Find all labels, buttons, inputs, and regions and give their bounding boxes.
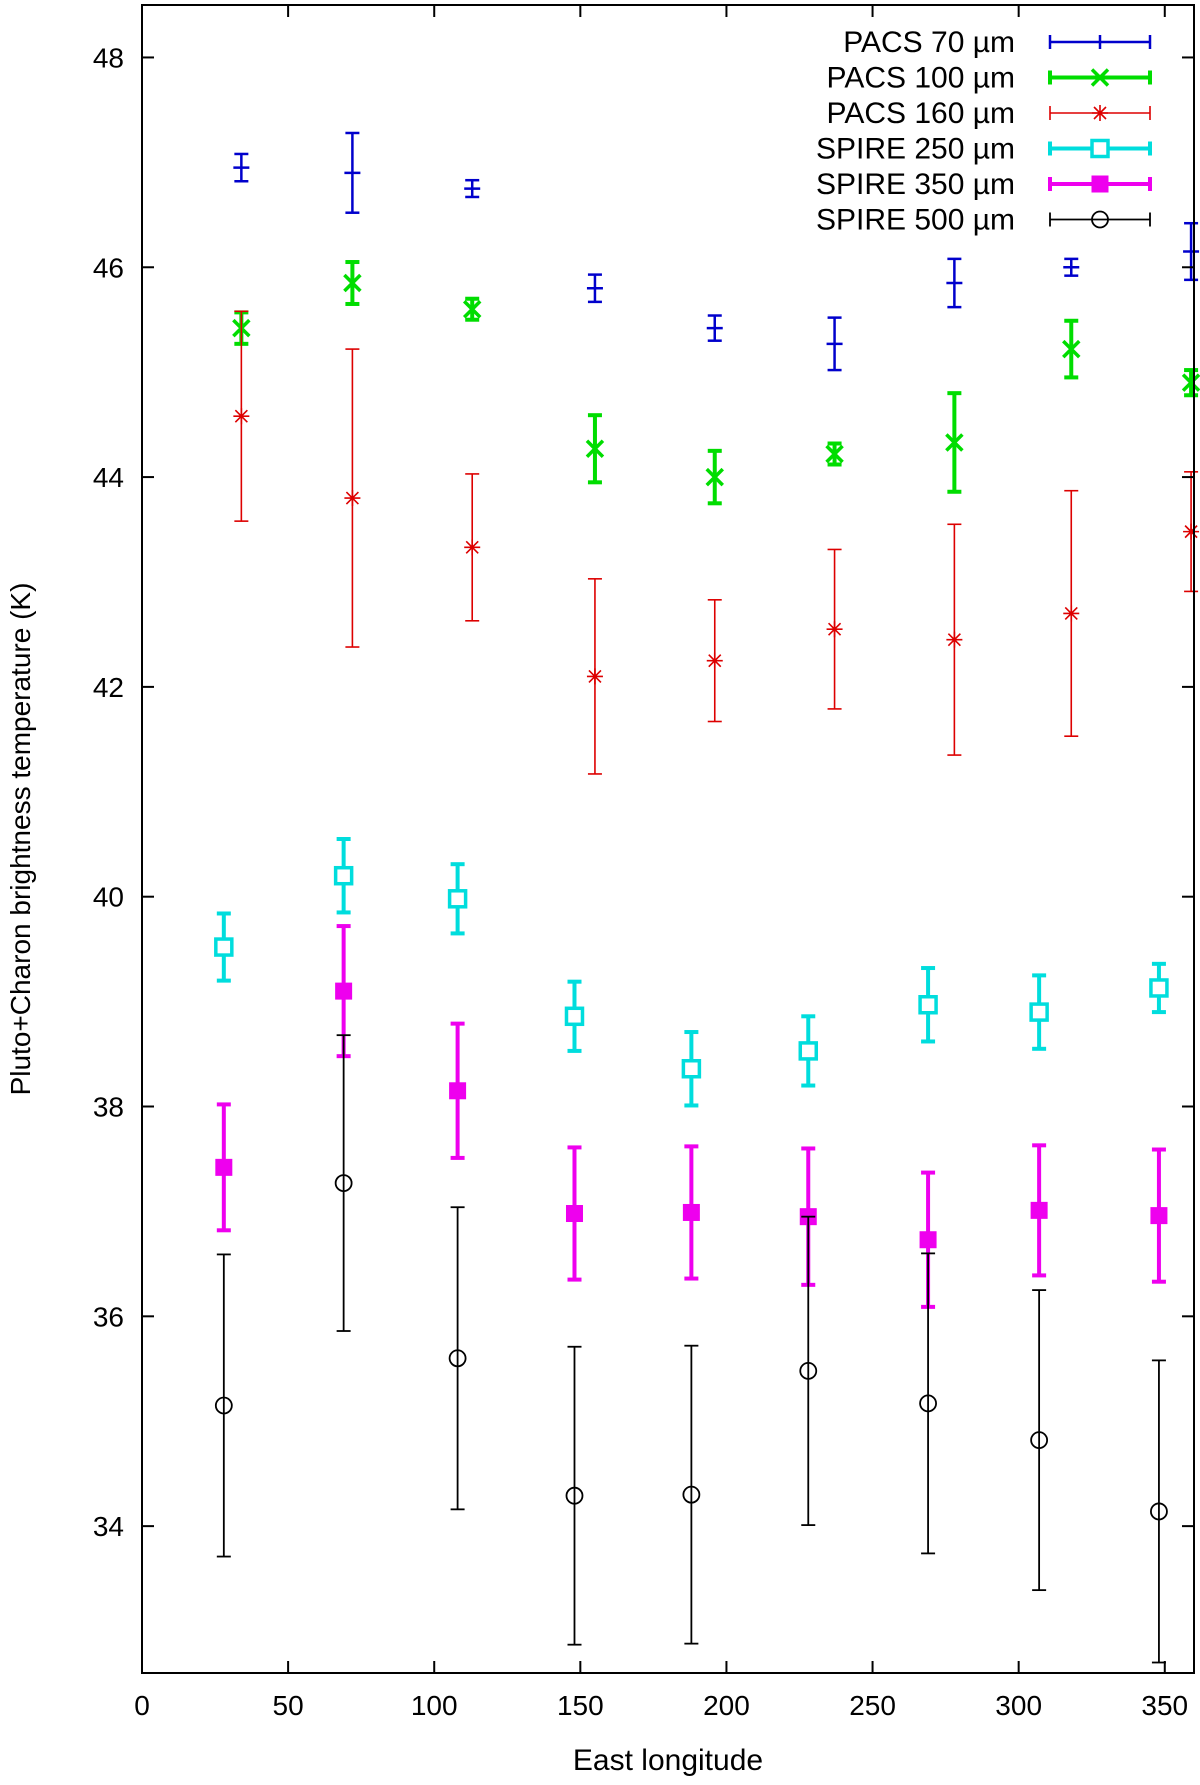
data-point: [1149, 978, 1169, 998]
legend-label: PACS 160 µm: [827, 97, 1015, 130]
x-tick-label: 100: [411, 1690, 458, 1721]
data-point: [799, 1361, 818, 1380]
legend-label: PACS 70 µm: [843, 26, 1015, 59]
x-tick-label: 350: [1141, 1690, 1188, 1721]
legend-label: SPIRE 500 µm: [816, 204, 1015, 237]
y-tick-label: 34: [93, 1511, 124, 1542]
data-point: [682, 1203, 700, 1221]
data-point: [919, 1231, 937, 1249]
data-point: [334, 1174, 353, 1192]
y-tick-label: 44: [93, 462, 124, 493]
data-point: [335, 982, 353, 1000]
y-tick-label: 46: [93, 252, 124, 283]
y-tick-label: 40: [93, 882, 124, 913]
data-point: [945, 433, 964, 452]
axes: 0 50 100 150 200 250 300 350 34 36 38 40 42 44 46 48: [93, 5, 1194, 1721]
series-5: [214, 1034, 1168, 1664]
series-1: [232, 260, 1200, 506]
y-tick-label: 48: [93, 42, 124, 73]
data-point: [798, 1041, 819, 1061]
data-point: [214, 937, 234, 957]
data-point: [462, 299, 482, 319]
data-point: [919, 1394, 937, 1413]
data-point: [448, 1349, 467, 1368]
data-point: [705, 467, 724, 487]
data-point: [946, 631, 963, 648]
legend-label: SPIRE 350 µm: [816, 168, 1015, 201]
data-point: [825, 444, 844, 464]
x-tick-label: 200: [703, 1690, 750, 1721]
data-point: [447, 889, 468, 909]
series-4: [215, 924, 1168, 1309]
x-tick-label: 150: [557, 1690, 604, 1721]
series-2: [233, 310, 1200, 775]
data-point: [586, 668, 603, 685]
data-point: [1063, 605, 1080, 622]
legend-marker: [1090, 68, 1110, 87]
data-point: [215, 1158, 233, 1176]
data-point: [682, 1485, 701, 1504]
y-tick-label: 38: [93, 1092, 124, 1123]
x-tick-label: 300: [995, 1690, 1042, 1721]
legend-marker: [1090, 138, 1110, 159]
data-point: [333, 865, 354, 886]
data-point: [565, 1205, 583, 1223]
data-point: [681, 1058, 702, 1079]
data-point: [1030, 1431, 1049, 1450]
data-point: [918, 995, 938, 1015]
legend-marker: [1091, 210, 1109, 229]
data-point: [464, 539, 481, 556]
legend-label: SPIRE 250 µm: [816, 133, 1015, 166]
series-3: [214, 837, 1169, 1108]
data-point: [1030, 1201, 1048, 1219]
data-point: [1062, 339, 1081, 359]
data-point: [1181, 373, 1200, 392]
series-0: [233, 131, 1200, 372]
x-tick-label: 0: [134, 1690, 150, 1721]
data-point: [344, 490, 361, 507]
plot-marks: [214, 131, 1200, 1664]
data-point: [565, 1486, 584, 1505]
plot-frame: [141, 4, 1195, 1674]
x-axis-label: East longitude: [573, 1744, 763, 1777]
x-tick-label: 50: [273, 1690, 304, 1721]
data-point: [706, 652, 723, 669]
data-point: [826, 621, 843, 638]
y-axis-label: Pluto+Charon brightness temperature (K): [5, 583, 36, 1096]
data-point: [449, 1082, 467, 1100]
data-point: [214, 1396, 233, 1415]
y-tick-label: 42: [93, 672, 124, 703]
data-point: [233, 408, 250, 425]
data-point: [564, 1006, 585, 1027]
legend-marker: [1092, 105, 1108, 121]
data-point: [585, 439, 605, 458]
data-point: [343, 273, 362, 293]
data-point: [1150, 1207, 1168, 1225]
data-point: [1150, 1502, 1168, 1521]
data-point: [1183, 523, 1200, 540]
x-tick-label: 250: [849, 1690, 896, 1721]
data-point: [1029, 1002, 1049, 1022]
legend-label: PACS 100 µm: [827, 62, 1015, 95]
legend-marker: [1091, 175, 1109, 193]
y-tick-label: 36: [93, 1301, 124, 1332]
